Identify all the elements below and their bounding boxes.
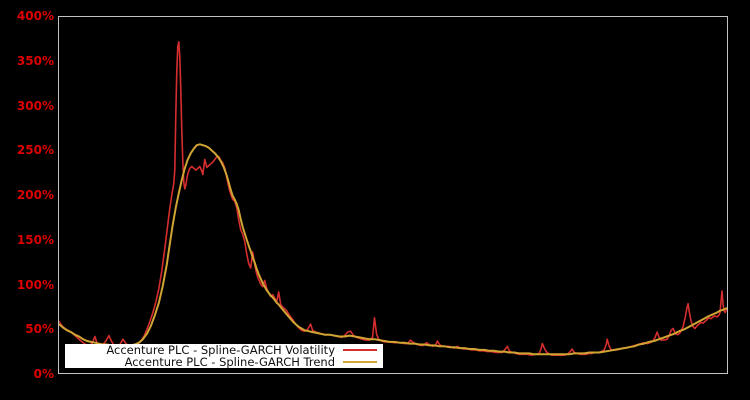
y-tick-label-200: 200% xyxy=(16,188,54,202)
y-tick-label-150: 150% xyxy=(16,232,54,247)
legend-item-trend: Accenture PLC - Spline-GARCH Trend xyxy=(65,356,383,368)
chart-canvas xyxy=(59,41,727,357)
series-line-0 xyxy=(59,41,727,357)
legend-swatch-trend xyxy=(343,361,377,363)
legend-item-volatility: Accenture PLC - Spline-GARCH Volatility xyxy=(65,344,383,356)
y-tick-label-100: 100% xyxy=(16,277,54,292)
legend-label-volatility: Accenture PLC - Spline-GARCH Volatility xyxy=(106,343,335,357)
y-tick-label-0: 0% xyxy=(33,367,54,381)
chart-legend: Accenture PLC - Spline-GARCH Volatility … xyxy=(65,344,383,368)
y-tick-label-350: 350% xyxy=(16,53,54,68)
legend-swatch-volatility xyxy=(343,349,377,351)
y-tick-label-50: 50% xyxy=(25,322,54,337)
y-tick-label-300: 300% xyxy=(16,98,54,113)
series-line-1 xyxy=(59,143,727,356)
plot-area: Accenture PLC - Spline-GARCH Volatility … xyxy=(58,16,728,374)
legend-label-trend: Accenture PLC - Spline-GARCH Trend xyxy=(124,355,335,369)
y-tick-label-250: 250% xyxy=(16,143,54,158)
y-tick-label-400: 400% xyxy=(16,9,54,23)
